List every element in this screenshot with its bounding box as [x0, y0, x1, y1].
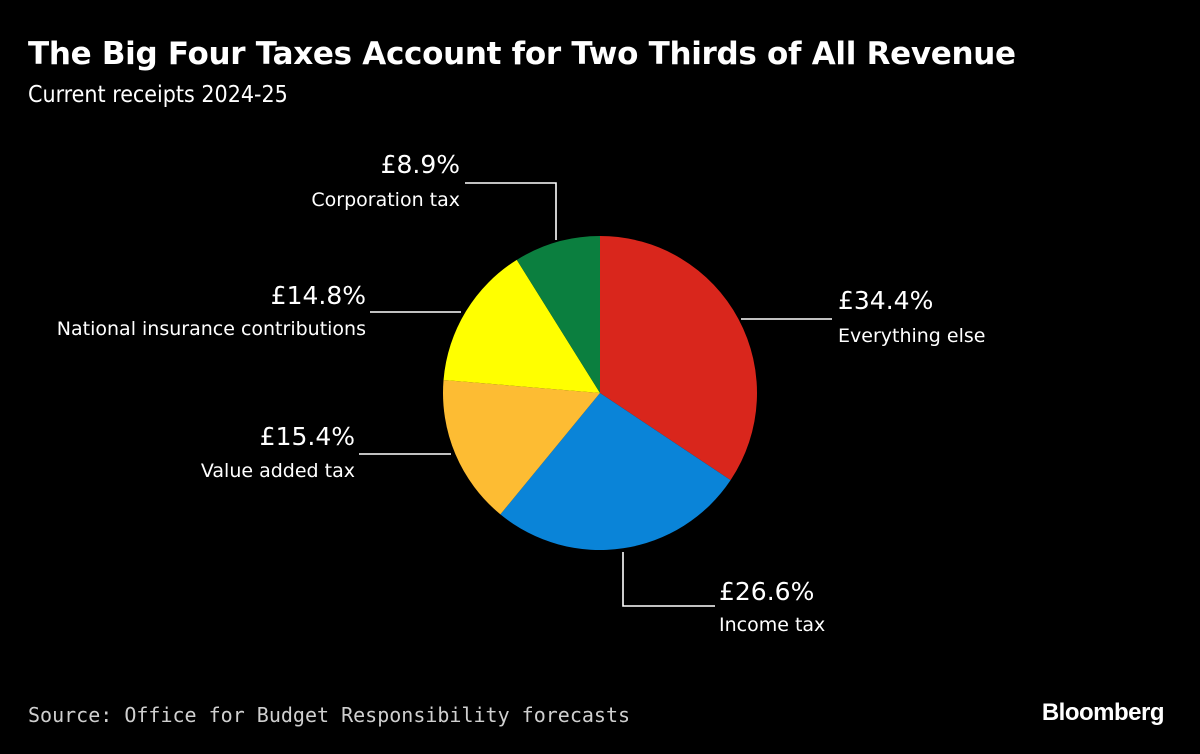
data-label-value-everything-else: £34.4%: [838, 286, 933, 315]
source-note: Source: Office for Budget Responsibility…: [28, 703, 631, 727]
data-label-name-corporation-tax: Corporation tax: [311, 189, 460, 211]
data-label-name-everything-else: Everything else: [838, 325, 985, 347]
pie-slice-value-added-tax: [443, 379, 600, 515]
data-label-value-corporation-tax: £8.9%: [381, 150, 460, 179]
pie-slice-income-tax: [500, 393, 731, 550]
data-label-name-income-tax: Income tax: [719, 614, 825, 636]
bloomberg-logo: Bloomberg: [1041, 699, 1165, 726]
pie-slice-national-insurance-contributions: [443, 259, 600, 393]
data-label-value-value-added-tax: £15.4%: [260, 422, 355, 451]
leader-line-corporation-tax: [465, 182, 557, 240]
data-label-value-income-tax: £26.6%: [719, 577, 814, 606]
chart-title: The Big Four Taxes Account for Two Third…: [28, 36, 1016, 72]
data-label-name-value-added-tax: Value added tax: [201, 460, 355, 482]
leader-line-income-tax: [622, 552, 715, 607]
data-label-value-national-insurance-contributions: £14.8%: [271, 281, 366, 310]
pie-slice-everything-else: [600, 236, 758, 481]
chart-subtitle: Current receipts 2024-25: [28, 82, 288, 108]
pie-slice-corporation-tax: [516, 236, 600, 393]
data-label-name-national-insurance-contributions: National insurance contributions: [57, 318, 366, 340]
